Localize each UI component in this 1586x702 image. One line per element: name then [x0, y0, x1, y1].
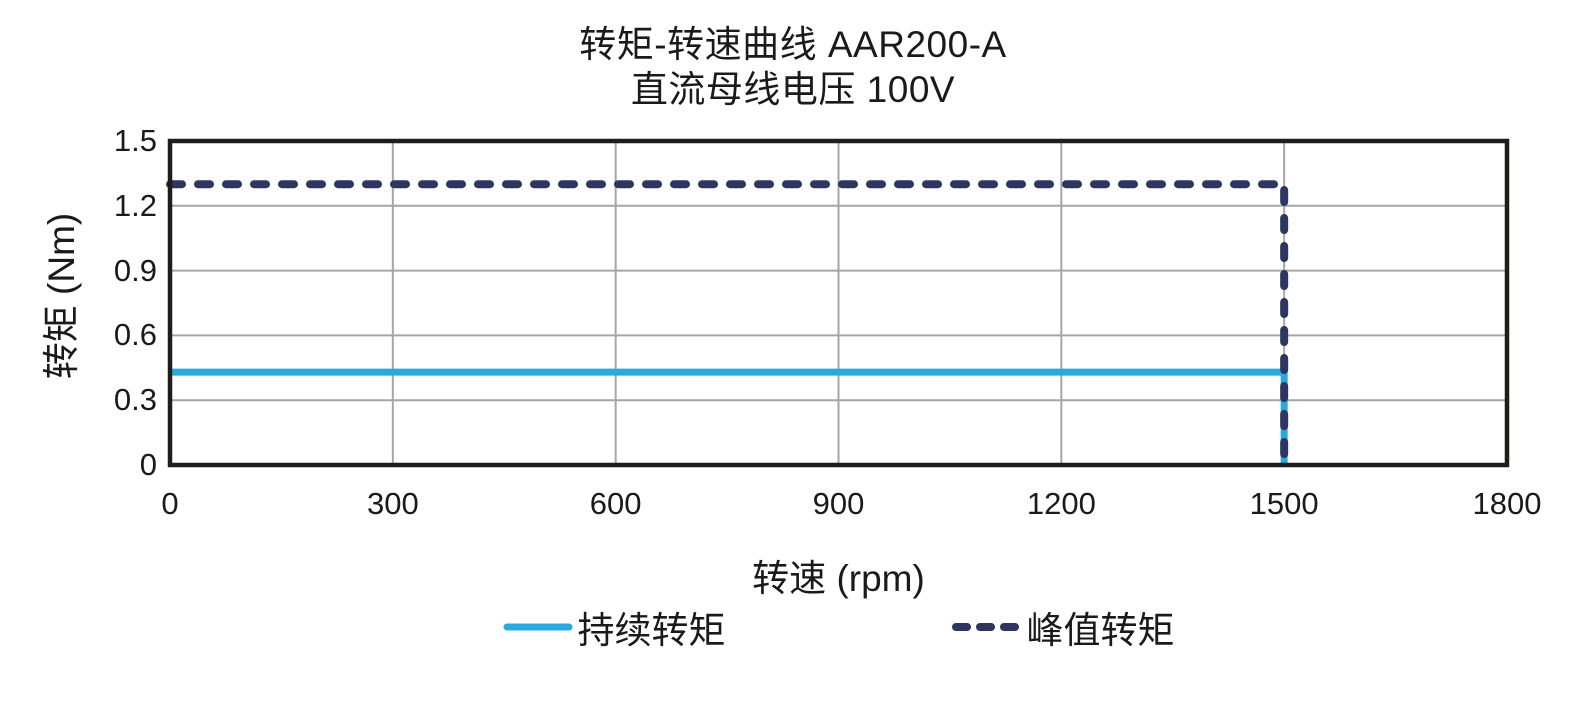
y-tick-label: 0.3 — [113, 382, 157, 418]
series-line-continuous-torque — [170, 368, 1288, 465]
y-tick-label: 1.5 — [113, 123, 157, 158]
y-tick-label: 0 — [139, 447, 157, 482]
plot-area — [166, 138, 1510, 469]
chart-title: 转矩-转速曲线 AAR200-A — [579, 24, 1007, 65]
x-tick-label: 1200 — [1026, 486, 1096, 521]
legend-label: 持续转矩 — [577, 610, 726, 651]
x-tick-label: 1500 — [1249, 486, 1319, 521]
solid-line-swatch-icon — [503, 623, 572, 631]
series-line-peak-torque — [166, 180, 1289, 469]
x-axis-title: 转速 (rpm) — [752, 558, 925, 599]
dashed-line-swatch-icon — [951, 623, 1022, 631]
x-tick-label: 1800 — [1472, 486, 1542, 521]
y-axis-tick-labels: 0 0.3 0.6 0.9 1.2 1.5 — [0, 0, 157, 702]
x-axis-tick-labels: 0 300 600 900 1200 1500 1800 — [161, 486, 1541, 526]
legend-item: 持续转矩 — [503, 600, 726, 654]
chart-subtitle: 直流母线电压 100V — [630, 69, 956, 110]
y-tick-label: 0.9 — [113, 252, 157, 288]
plot-border — [167, 138, 1510, 468]
chart-title-block: 转矩-转速曲线 AAR200-A 直流母线电压 100V — [0, 22, 1586, 112]
chart-legend: 持续转矩 峰值转矩 — [170, 600, 1507, 654]
x-tick-label: 900 — [812, 486, 865, 521]
x-tick-label: 300 — [366, 486, 419, 521]
y-tick-label: 0.6 — [113, 317, 157, 353]
y-tick-label: 1.2 — [113, 187, 157, 223]
legend-item: 峰值转矩 — [951, 600, 1175, 654]
x-tick-label: 0 — [161, 486, 179, 521]
x-tick-label: 600 — [589, 486, 642, 521]
legend-label: 峰值转矩 — [1026, 610, 1175, 651]
